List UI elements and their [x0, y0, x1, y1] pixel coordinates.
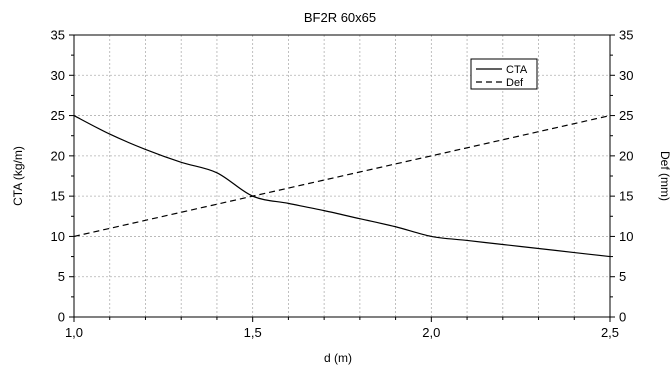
y-tick-label-left: 0 [58, 310, 65, 325]
series-line-cta [73, 115, 611, 258]
legend-label-cta: CTA [506, 64, 528, 76]
y-axis-left: 0 5 10 15 20 25 30 35 [51, 28, 74, 325]
series-line-def [73, 114, 611, 238]
y-tick-label-left: 20 [51, 148, 65, 163]
y-axis-right: 0 5 10 15 20 25 30 35 [610, 28, 633, 325]
plot-frame [73, 34, 611, 318]
x-tick-label: 2,5 [601, 325, 619, 340]
y-tick-label-right: 25 [619, 108, 633, 123]
legend-label-def: Def [506, 77, 524, 89]
y-tick-label-left: 15 [51, 189, 65, 204]
y-tick-label-left: 35 [51, 28, 65, 43]
y-tick-label-left: 10 [51, 229, 65, 244]
series-group [73, 114, 611, 258]
y-tick-label-right: 10 [619, 229, 633, 244]
x-tick-label: 1,5 [244, 325, 262, 340]
y-tick-label-right: 5 [619, 269, 626, 284]
x-tick-label: 2,0 [422, 325, 440, 340]
y-tick-label-left: 30 [51, 68, 65, 83]
x-axis: 1,0 1,5 2,0 2,5 [65, 317, 619, 340]
x-tick-label: 1,0 [65, 325, 83, 340]
grid-lines [74, 35, 610, 317]
x-axis-label: d (m) [324, 351, 352, 365]
y-axis-label: CTA (kg/m) [11, 146, 25, 206]
y-tick-label-right: 20 [619, 148, 633, 163]
chart-title: BF2R 60x65 [304, 10, 376, 25]
y-tick-label-right: 15 [619, 189, 633, 204]
y-tick-label-right: 30 [619, 68, 633, 83]
y2-axis-label: Def (mm) [658, 151, 671, 201]
y-tick-label-left: 25 [51, 108, 65, 123]
y-tick-label-right: 0 [619, 310, 626, 325]
y-tick-label-left: 5 [58, 269, 65, 284]
legend-box [470, 58, 538, 90]
y-tick-label-right: 35 [619, 28, 633, 43]
